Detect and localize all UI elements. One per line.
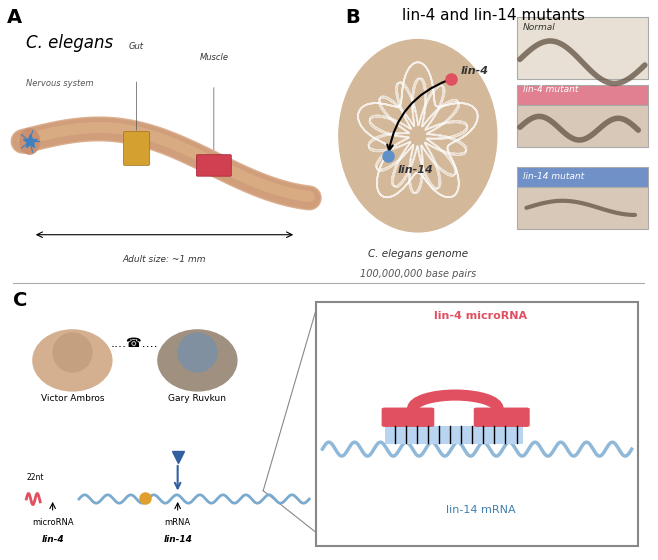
Text: lin-14: lin-14 [163, 535, 192, 544]
FancyArrowPatch shape [387, 80, 448, 151]
Ellipse shape [33, 330, 112, 391]
Text: lin-14: lin-14 [398, 165, 434, 175]
Text: lin-14 mutant: lin-14 mutant [523, 172, 584, 181]
Text: 100,000,000 base pairs: 100,000,000 base pairs [360, 269, 476, 279]
Text: A: A [7, 8, 22, 27]
Text: C. elegans genome: C. elegans genome [368, 249, 468, 259]
Text: ....☎....: ....☎.... [111, 337, 159, 351]
FancyBboxPatch shape [517, 17, 648, 79]
Text: lin-14 mRNA: lin-14 mRNA [445, 505, 515, 515]
Text: lin-4: lin-4 [41, 535, 64, 544]
FancyBboxPatch shape [385, 426, 523, 444]
Text: Normal: Normal [523, 22, 556, 31]
Text: lin-4 and lin-14 mutants: lin-4 and lin-14 mutants [402, 8, 585, 24]
Text: AGUGU: AGUGU [400, 415, 416, 420]
FancyBboxPatch shape [517, 105, 648, 147]
Text: C. elegans: C. elegans [26, 34, 113, 52]
Ellipse shape [20, 129, 39, 154]
Text: Gut: Gut [129, 42, 144, 51]
Text: U: U [530, 416, 536, 422]
Text: mRNA: mRNA [164, 519, 191, 528]
Text: Muscle: Muscle [199, 53, 228, 62]
FancyBboxPatch shape [474, 408, 530, 427]
Text: 22nt: 22nt [26, 473, 44, 482]
Text: GAGUCCC: GAGUCCC [490, 415, 513, 420]
FancyBboxPatch shape [517, 85, 648, 105]
FancyBboxPatch shape [382, 408, 434, 427]
Ellipse shape [339, 40, 497, 232]
Text: lin-4 mutant: lin-4 mutant [523, 85, 578, 94]
FancyBboxPatch shape [124, 132, 149, 165]
Text: Victor Ambros: Victor Ambros [41, 394, 104, 403]
Text: CUCACAACCAACUCAGGGA: CUCACAACCAACUCAGGGA [420, 432, 491, 437]
Text: B: B [345, 8, 360, 27]
FancyBboxPatch shape [196, 155, 232, 176]
Text: microRNA: microRNA [32, 519, 74, 528]
Text: C: C [13, 291, 28, 310]
FancyBboxPatch shape [316, 302, 638, 546]
Text: GACUCCA: GACUCCA [445, 391, 465, 396]
Text: lin-4: lin-4 [461, 66, 489, 76]
FancyBboxPatch shape [517, 186, 648, 229]
Text: Nervous system: Nervous system [26, 79, 94, 88]
Ellipse shape [158, 330, 237, 391]
FancyBboxPatch shape [517, 167, 648, 186]
Text: Gary Ruvkun: Gary Ruvkun [168, 394, 226, 403]
Text: lin-4 microRNA: lin-4 microRNA [434, 310, 527, 320]
Text: Adult size: ~1 mm: Adult size: ~1 mm [123, 254, 206, 264]
